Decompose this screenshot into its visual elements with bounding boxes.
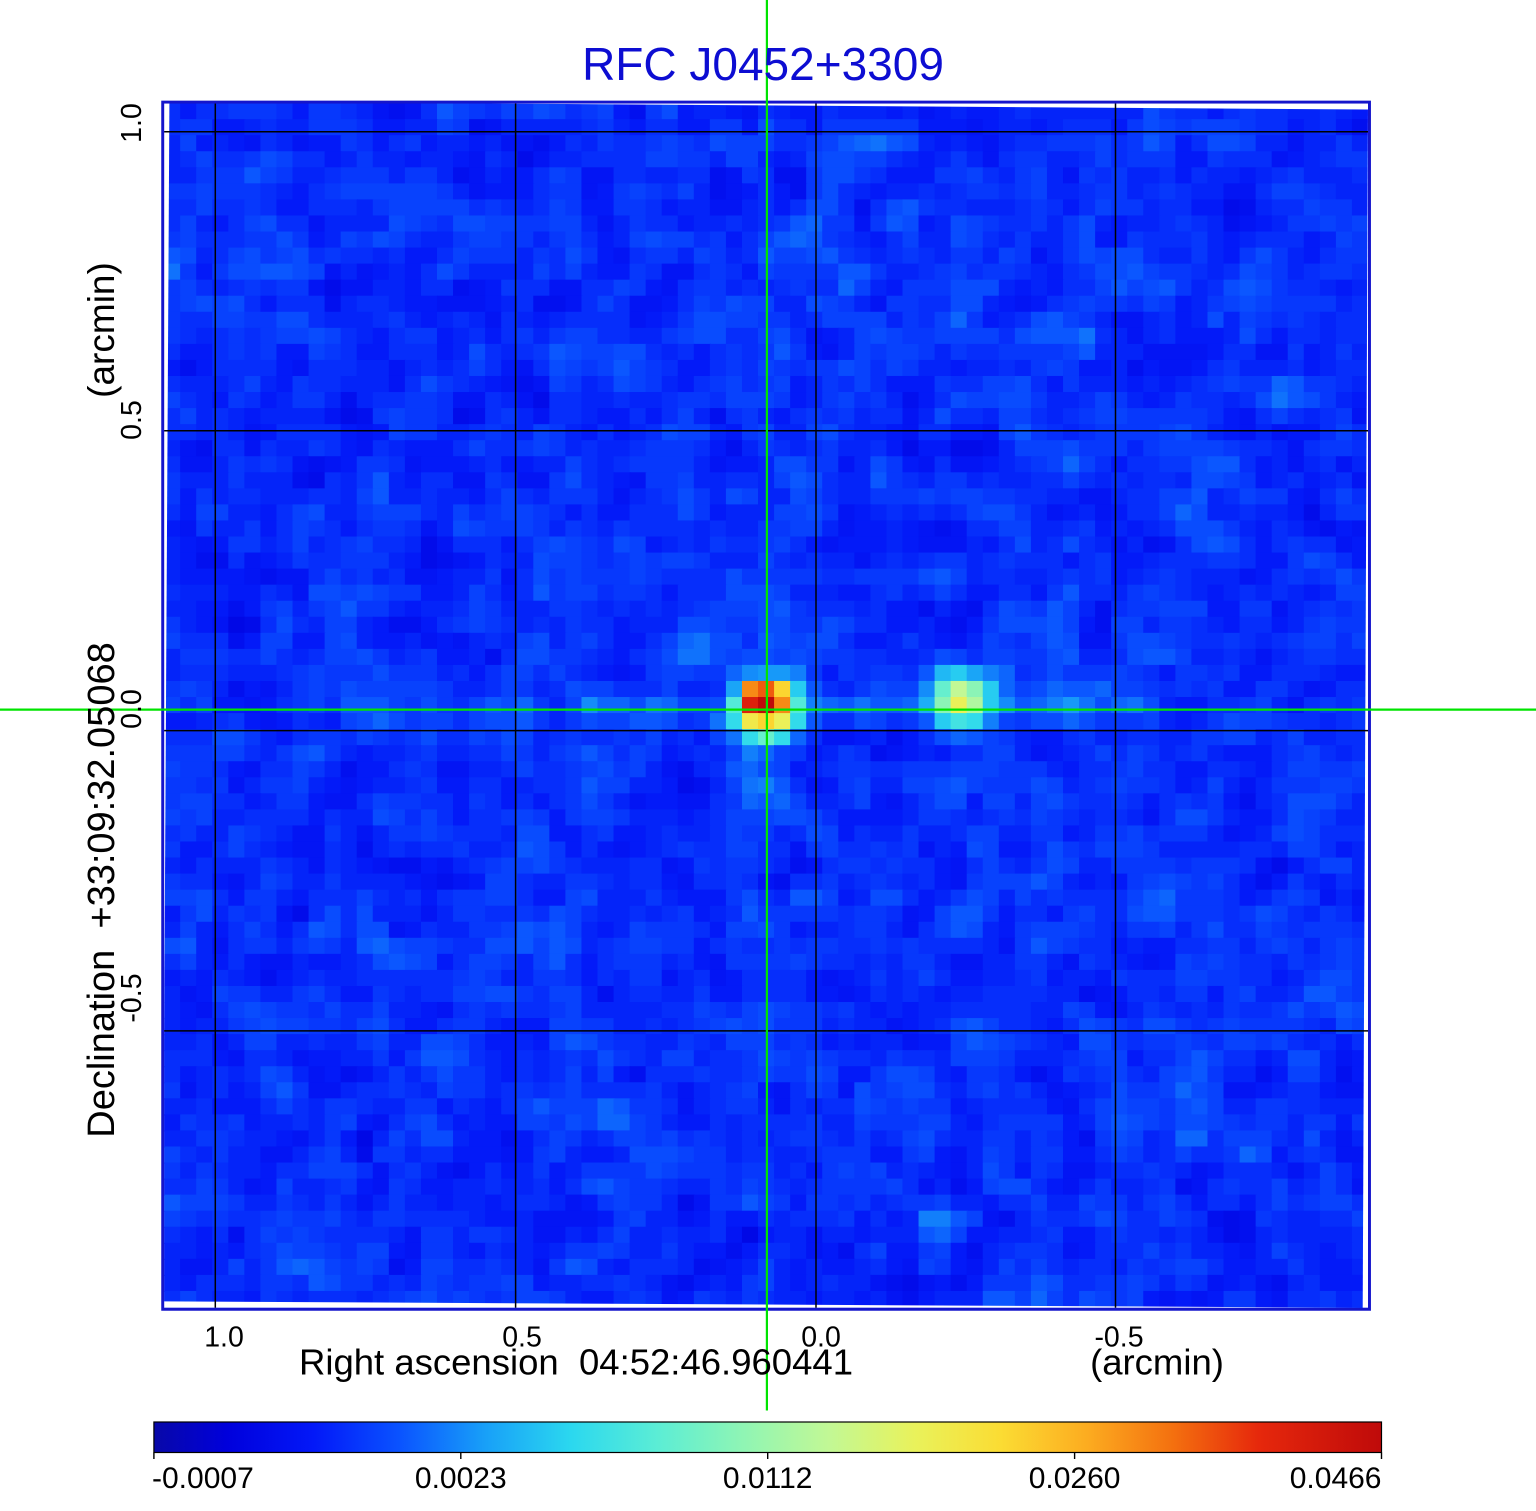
svg-text:(arcmin): (arcmin) bbox=[1090, 1342, 1224, 1383]
svg-text:Declination +33:09:32.05068: Declination +33:09:32.05068 bbox=[81, 642, 123, 1137]
svg-text:-0.5: -0.5 bbox=[1094, 1322, 1143, 1354]
svg-text:0.0023: 0.0023 bbox=[415, 1462, 507, 1495]
svg-text:Right ascension 04:52:46.9604: Right ascension 04:52:46.960441 bbox=[299, 1342, 853, 1383]
svg-text:0.0466: 0.0466 bbox=[1290, 1462, 1382, 1495]
svg-text:0.5: 0.5 bbox=[502, 1322, 542, 1354]
svg-text:-0.5: -0.5 bbox=[116, 973, 148, 1022]
svg-text:-0.0007: -0.0007 bbox=[152, 1462, 254, 1495]
svg-text:1.0: 1.0 bbox=[204, 1322, 244, 1354]
svg-text:(arcmin): (arcmin) bbox=[81, 262, 122, 398]
svg-text:0.0112: 0.0112 bbox=[723, 1462, 813, 1495]
svg-text:0.0: 0.0 bbox=[116, 689, 148, 729]
svg-text:RFC J0452+3309: RFC J0452+3309 bbox=[582, 38, 944, 90]
svg-text:0.0260: 0.0260 bbox=[1029, 1462, 1121, 1495]
svg-text:0.5: 0.5 bbox=[116, 400, 148, 440]
svg-text:1.0: 1.0 bbox=[116, 103, 148, 143]
svg-text:0.0: 0.0 bbox=[801, 1322, 841, 1354]
